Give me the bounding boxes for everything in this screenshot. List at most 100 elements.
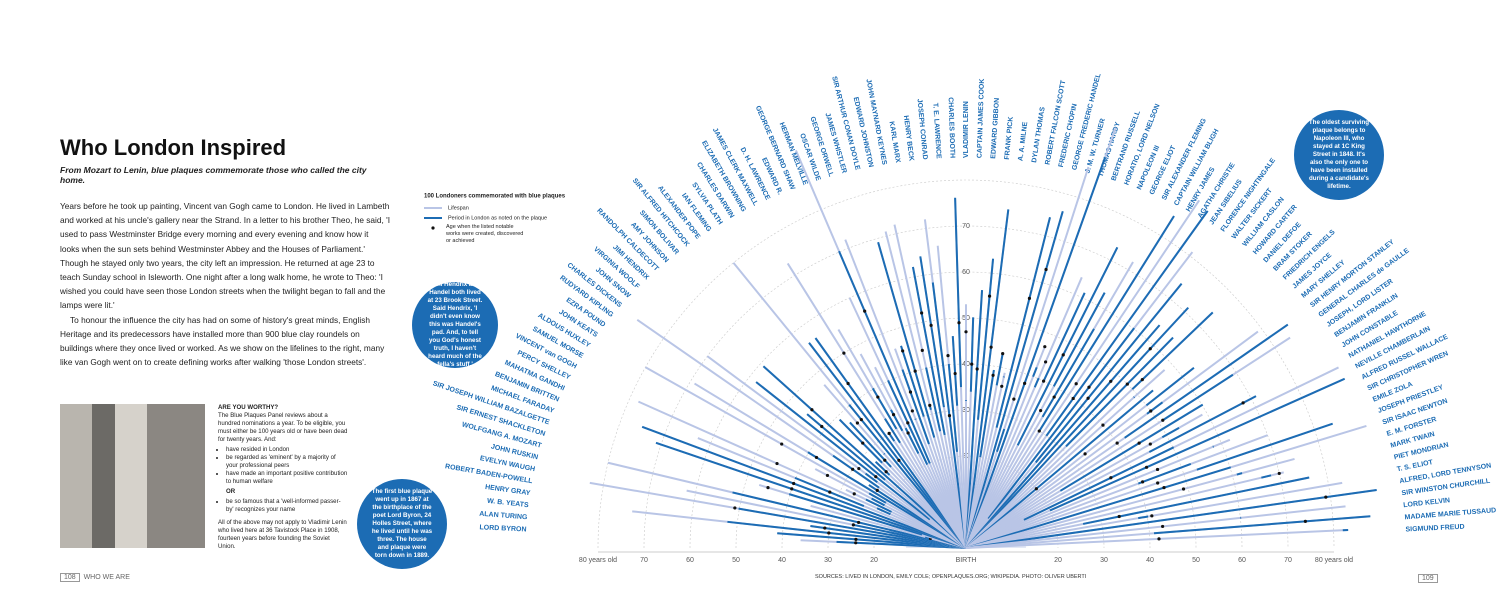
tick-label: 70	[962, 223, 970, 230]
london-period	[995, 352, 1004, 386]
lifespan	[965, 346, 1046, 549]
tick-label: 70	[1284, 557, 1292, 564]
person-name: FRANK PICK	[1004, 116, 1015, 160]
london-period	[1023, 446, 1175, 521]
work-dot	[1137, 441, 1141, 445]
tick-label: 60	[962, 269, 970, 276]
work-dot	[820, 424, 824, 429]
lifespan	[844, 239, 967, 549]
work-dot	[1157, 537, 1161, 541]
sidebar-title: ARE YOU WORTHY?	[218, 404, 279, 411]
page-number: 108	[60, 573, 80, 582]
work-dot	[814, 455, 819, 460]
lifespan	[965, 434, 1268, 549]
lifespan	[636, 318, 967, 549]
work-dot	[1148, 442, 1152, 446]
london-period	[1049, 377, 1346, 512]
work-dot	[987, 294, 992, 298]
person-name: DYLAN THOMAS	[1031, 106, 1047, 163]
london-period	[868, 492, 887, 504]
work-dot	[1149, 409, 1153, 413]
work-dot	[828, 490, 832, 494]
london-period	[1162, 373, 1234, 422]
person-name: HENRY GRAY	[485, 484, 532, 497]
london-period	[900, 345, 925, 417]
person-name: LORD KELVIN	[1403, 497, 1450, 509]
london-period	[864, 472, 878, 484]
tick-label: 40	[778, 557, 786, 564]
work-dot	[1324, 495, 1328, 499]
work-dot	[1052, 395, 1056, 399]
lifespan	[965, 330, 1259, 549]
work-dot	[859, 418, 863, 422]
lifespan	[965, 166, 1090, 549]
london-period	[965, 210, 1064, 549]
tick-label: 50	[1192, 557, 1200, 564]
work-dot	[1001, 352, 1005, 356]
work-dot	[823, 526, 827, 530]
london-period	[1082, 476, 1310, 525]
tick-label: 20	[1054, 557, 1062, 564]
london-period	[1042, 292, 1086, 382]
london-period	[814, 337, 967, 549]
work-dot	[1074, 382, 1078, 386]
bullet: be regarded as 'eminent' by a majority o…	[226, 454, 348, 470]
work-dot	[884, 470, 888, 474]
london-period	[1137, 462, 1192, 485]
lifespan	[965, 353, 1004, 549]
london-period	[947, 363, 958, 452]
lifespan	[965, 438, 1231, 549]
work-dot	[846, 381, 850, 386]
london-period	[1133, 396, 1136, 399]
work-dot	[1241, 401, 1245, 405]
work-dot	[910, 409, 914, 413]
work-dot	[1012, 397, 1016, 401]
legend-title: 100 Londoners commemorated with blue pla…	[424, 194, 566, 200]
work-dot	[1161, 418, 1165, 422]
london-period	[954, 197, 962, 388]
footer: 108 WHO WE ARE	[60, 573, 130, 582]
work-dot	[1000, 384, 1004, 388]
sidebar-note: All of the above may not apply to Vladim…	[218, 519, 347, 550]
london-period	[1148, 395, 1257, 453]
work-dot	[733, 506, 737, 510]
legend-swatch	[431, 226, 435, 230]
work-dot	[854, 541, 858, 545]
work-dot	[920, 311, 924, 315]
tick-label: 20	[870, 557, 878, 564]
london-period	[871, 387, 898, 430]
london-period	[727, 520, 957, 548]
work-dot	[1023, 381, 1027, 385]
work-dot	[1101, 423, 1105, 427]
lifespan	[644, 366, 967, 549]
work-dot	[946, 354, 950, 358]
lifespan	[965, 481, 1343, 549]
work-dot	[1043, 345, 1047, 349]
london-period	[995, 217, 1051, 428]
london-period	[1059, 403, 1204, 492]
london-period	[965, 290, 984, 549]
london-period	[838, 418, 883, 464]
london-period	[925, 367, 942, 432]
london-period	[762, 365, 967, 549]
work-dot	[855, 421, 860, 425]
london-period	[965, 466, 1232, 549]
sidebar-intro: The Blue Plaques Panel reviews about a h…	[218, 412, 348, 443]
lifespan	[638, 400, 967, 549]
work-dot	[947, 414, 952, 418]
london-period	[876, 507, 891, 516]
tick-label: 60	[686, 557, 694, 564]
london-period	[641, 425, 967, 549]
title: Who London Inspired	[60, 135, 287, 160]
london-period	[755, 381, 931, 521]
london-period	[1052, 292, 1106, 387]
work-dot	[928, 403, 932, 407]
london-period	[1153, 515, 1371, 535]
work-dot	[792, 481, 796, 486]
work-dot	[1150, 514, 1154, 518]
work-dot	[1109, 379, 1113, 383]
london-period	[877, 241, 936, 438]
tick-label: 30	[1100, 557, 1108, 564]
lifespan	[884, 231, 967, 549]
london-period	[965, 156, 1107, 549]
